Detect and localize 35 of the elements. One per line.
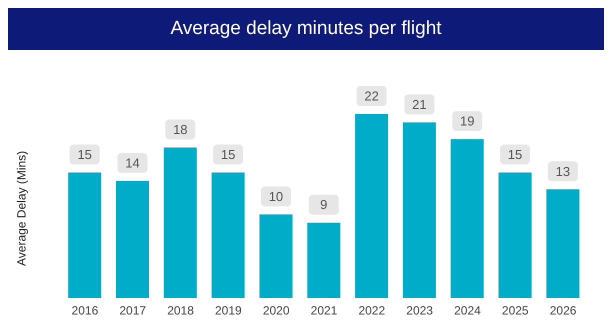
y-axis-title: Average Delay (Mins) (14, 150, 28, 266)
data-label: 9 (320, 197, 328, 212)
bar (498, 172, 532, 298)
x-tick-label: 2017 (119, 304, 146, 318)
x-tick-label: 2018 (167, 304, 194, 318)
x-tick-label: 2023 (406, 304, 434, 318)
x-tick-label: 2024 (454, 304, 482, 318)
bar (212, 172, 245, 298)
bar (259, 214, 292, 298)
data-label: 22 (364, 88, 379, 104)
bar (116, 180, 149, 298)
x-tick-label: 2021 (310, 304, 338, 318)
x-tick-label: 2016 (72, 304, 99, 318)
data-label: 15 (77, 147, 92, 162)
data-label: 14 (125, 155, 140, 170)
data-label: 15 (508, 147, 522, 162)
x-tick-label: 2022 (358, 304, 386, 318)
data-label: 18 (173, 122, 188, 137)
bar (355, 114, 388, 298)
bar (546, 189, 580, 298)
bar (450, 139, 484, 298)
data-label: 10 (268, 188, 284, 204)
data-label: 15 (220, 147, 236, 162)
data-label: 19 (460, 114, 474, 129)
x-tick-label: 2019 (215, 304, 242, 318)
bar (68, 172, 102, 298)
data-label: 13 (556, 164, 570, 179)
data-label: 21 (412, 96, 427, 112)
x-tick-label: 2020 (262, 304, 290, 318)
chart-title: Average delay minutes per flight (8, 8, 604, 50)
x-tick-label: 2025 (502, 304, 529, 318)
bar (307, 222, 340, 298)
bar (164, 147, 197, 298)
x-tick-label: 2026 (550, 304, 577, 318)
bar (402, 122, 436, 298)
